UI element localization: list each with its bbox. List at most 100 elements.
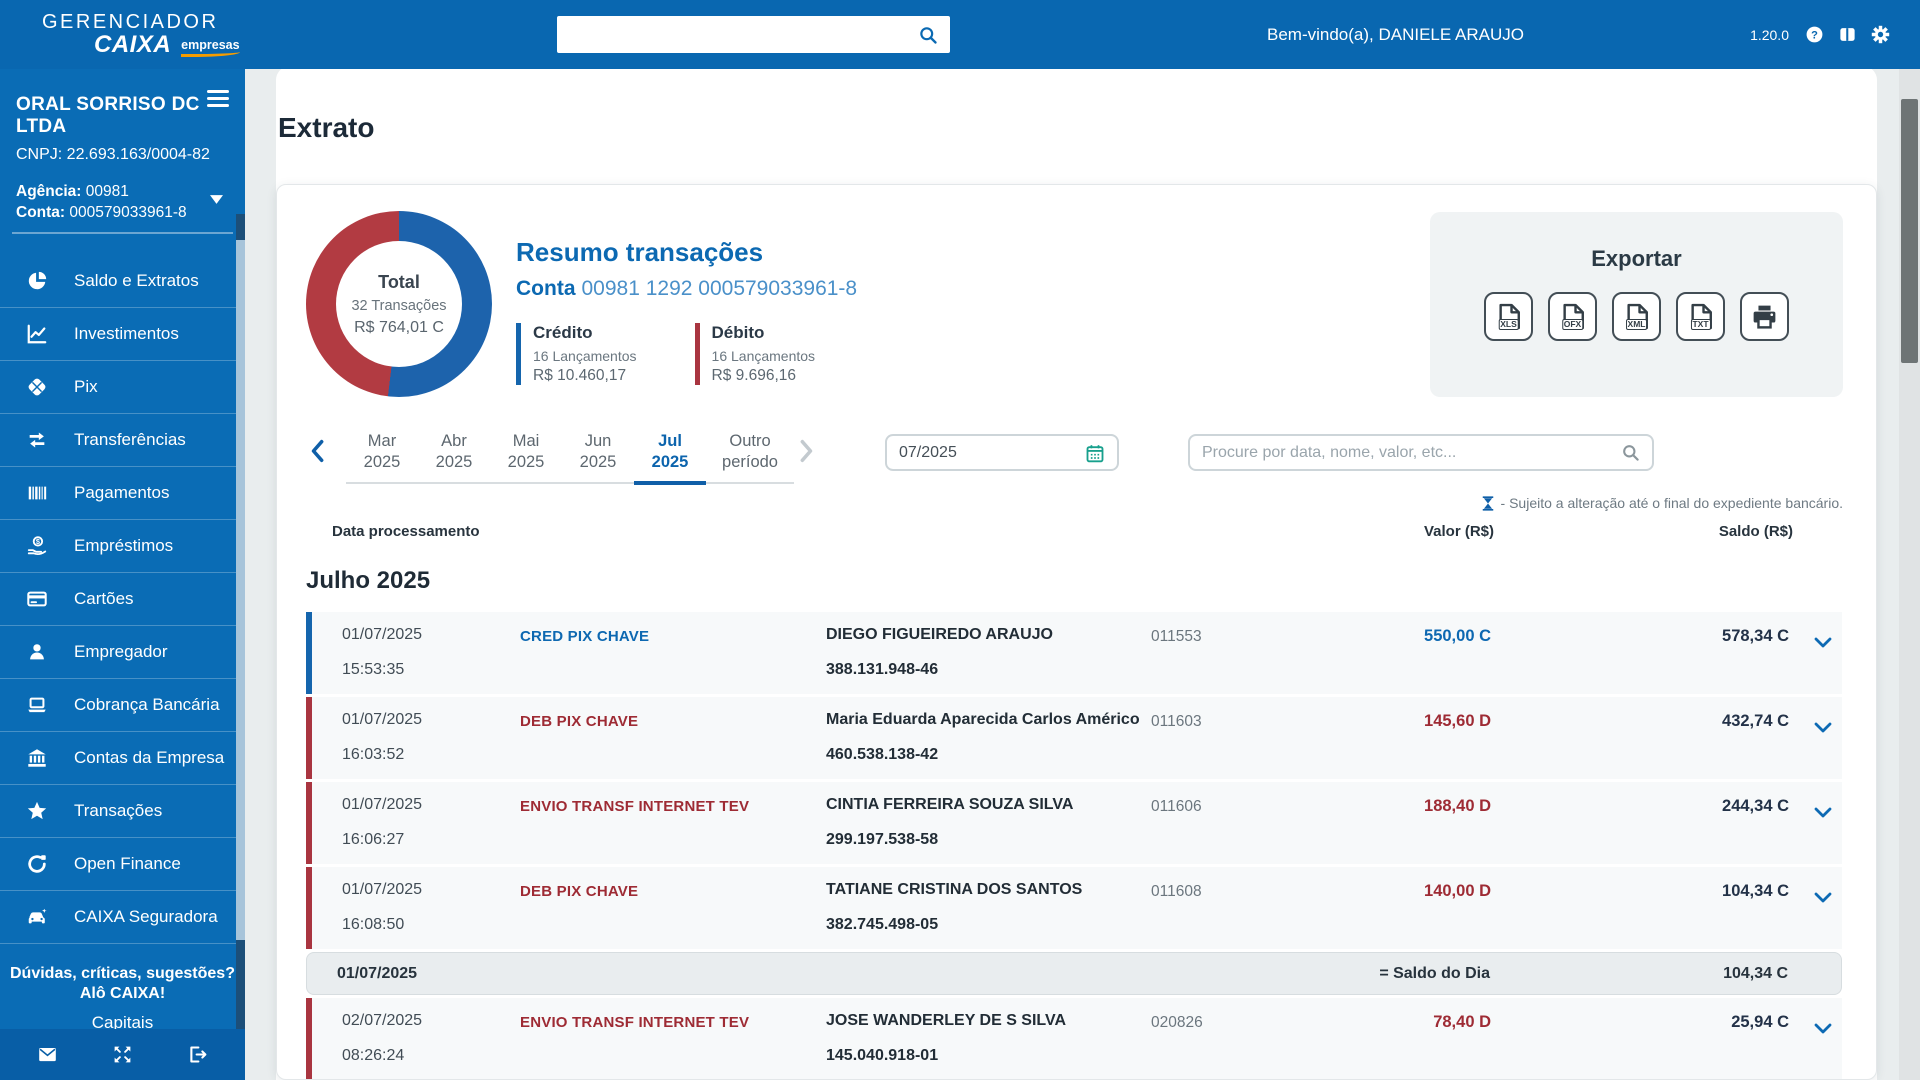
- sidebar-item-pagamentos[interactable]: Pagamentos: [0, 466, 245, 519]
- sidebar-item-pix[interactable]: Pix: [0, 360, 245, 413]
- transaction-row[interactable]: 01/07/2025 16:06:27 ENVIO TRANSF INTERNE…: [306, 782, 1842, 864]
- transaction-code: 020826: [1151, 1014, 1203, 1031]
- export-title: Exportar: [1591, 246, 1682, 271]
- export-xls-button[interactable]: XLS: [1484, 292, 1533, 341]
- laptop-icon: [26, 694, 48, 716]
- extrato-card: Total 32 Transações R$ 764,01 C Resumo t…: [276, 184, 1877, 1080]
- chevron-down-icon[interactable]: [1814, 892, 1832, 904]
- page-scrollbar-thumb[interactable]: [1901, 99, 1918, 363]
- sidebar-item-cartoes[interactable]: Cartões: [0, 572, 245, 625]
- bank-icon: [26, 747, 48, 769]
- sidebar-scrollbar[interactable]: [236, 214, 245, 1029]
- search-icon[interactable]: [918, 25, 938, 45]
- export-txt-button[interactable]: TXT: [1676, 292, 1725, 341]
- chevron-down-icon[interactable]: [1814, 722, 1832, 734]
- transaction-code: 011603: [1151, 713, 1202, 730]
- open-finance-icon: [26, 853, 48, 875]
- previous-months-button[interactable]: [310, 439, 324, 466]
- tab-jun-2025[interactable]: Jun 2025: [562, 431, 634, 485]
- layout-button[interactable]: [1838, 25, 1857, 44]
- conta-value: 000579033961-8: [69, 204, 187, 221]
- sidebar-item-emprestimos[interactable]: Empréstimos: [0, 519, 245, 572]
- chevron-down-icon[interactable]: [1814, 637, 1832, 649]
- tab-year: 2025: [507, 453, 545, 471]
- logout-button[interactable]: [187, 1044, 208, 1065]
- transaction-document: 145.040.918-01: [826, 1047, 939, 1064]
- sidebar-item-transferencias[interactable]: Transferências: [0, 413, 245, 466]
- transaction-date: 01/07/2025: [342, 711, 423, 728]
- tab-year: 2025: [435, 453, 473, 471]
- account-selector[interactable]: Agência: 00981 Conta: 000579033961-8: [16, 181, 229, 223]
- sidebar-footer: [0, 1029, 245, 1080]
- sidebar-item-cobranca-bancaria[interactable]: Cobrança Bancária: [0, 678, 245, 731]
- tab-outro-periodo[interactable]: Outro período: [706, 431, 794, 485]
- chevron-right-icon: [800, 439, 814, 463]
- pix-icon: [26, 376, 48, 398]
- sidebar-item-label: Saldo e Extratos: [74, 270, 199, 290]
- export-ofx-button[interactable]: OFX: [1548, 292, 1597, 341]
- messages-button[interactable]: [37, 1044, 58, 1065]
- transaction-row[interactable]: 01/07/2025 16:08:50 DEB PIX CHAVE TATIAN…: [306, 867, 1842, 949]
- sidebar-item-investimentos[interactable]: Investimentos: [0, 307, 245, 360]
- transaction-code: 011553: [1151, 628, 1202, 645]
- period-date-picker[interactable]: 07/2025: [885, 434, 1119, 471]
- capitais-link[interactable]: Capitais: [91, 1013, 154, 1032]
- tab-mai-2025[interactable]: Mai 2025: [490, 431, 562, 485]
- transactions-search: [1188, 434, 1654, 471]
- help-button[interactable]: [1805, 25, 1824, 44]
- sidebar-item-saldo-e-extratos[interactable]: Saldo e Extratos: [0, 254, 245, 307]
- transaction-row[interactable]: 01/07/2025 15:53:35 CRED PIX CHAVE DIEGO…: [306, 612, 1842, 694]
- tab-year: período: [722, 453, 778, 471]
- print-button[interactable]: [1740, 292, 1789, 341]
- transaction-balance: 25,94 C: [1731, 1013, 1789, 1031]
- help-icon: [1805, 25, 1824, 44]
- credito-summary: Crédito 16 Lançamentos R$ 10.460,17: [516, 323, 637, 385]
- sidebar-item-empregador[interactable]: Empregador: [0, 625, 245, 678]
- summary-title: Resumo transações: [516, 237, 764, 267]
- tab-month: Outro: [729, 432, 771, 450]
- summary-conta-label: Conta: [516, 277, 576, 300]
- tab-abr-2025[interactable]: Abr 2025: [418, 431, 490, 485]
- company-name: ORAL SORRISO DC LTDA: [16, 94, 200, 137]
- sidebar-item-open-finance[interactable]: Open Finance: [0, 837, 245, 890]
- calendar-icon[interactable]: [1085, 443, 1105, 463]
- page-scrollbar[interactable]: [1899, 69, 1920, 1080]
- sidebar-scrollbar-thumb[interactable]: [236, 240, 245, 940]
- sidebar-item-label: CAIXA Seguradora: [74, 907, 218, 926]
- welcome-message: Bem-vindo(a), DANIELE ARAUJO: [1267, 25, 1524, 44]
- month-tabs: Mar 2025 Abr 2025 Mai 2025 Jun 2025 Jul 2025 …: [346, 431, 794, 485]
- tab-month: Jun: [584, 432, 612, 450]
- credito-count: 16 Lançamentos: [533, 348, 637, 364]
- printer-icon: [1750, 302, 1779, 331]
- debito-summary: Débito 16 Lançamentos R$ 9.696,16: [694, 323, 815, 385]
- top-header: GERENCIADOR CAIXA empresas Bem-vindo(a),…: [0, 0, 1920, 69]
- tab-mar-2025[interactable]: Mar 2025: [346, 431, 418, 485]
- transaction-type: CRED PIX CHAVE: [520, 628, 650, 645]
- transaction-balance: 104,34 C: [1722, 882, 1789, 900]
- transactions-search-input[interactable]: [1202, 443, 1621, 462]
- sidebar-item-contas-da-empresa[interactable]: Contas da Empresa: [0, 731, 245, 784]
- transaction-time: 08:26:24: [342, 1047, 405, 1064]
- sidebar-item-caixa-seguradora[interactable]: CAIXA Seguradora: [0, 890, 245, 943]
- global-search-input[interactable]: [561, 26, 918, 43]
- chevron-down-icon[interactable]: [1814, 1023, 1832, 1035]
- next-months-button[interactable]: [800, 439, 814, 466]
- transaction-date: 02/07/2025: [342, 1012, 423, 1029]
- sidebar-item-transacoes[interactable]: Transações: [0, 784, 245, 837]
- settings-button[interactable]: [1871, 25, 1890, 44]
- alo-caixa-block[interactable]: Dúvidas, críticas, sugestões? Alô CAIXA!…: [0, 943, 245, 1033]
- search-icon[interactable]: [1621, 443, 1640, 462]
- expand-button[interactable]: [112, 1044, 133, 1065]
- chevron-down-icon[interactable]: [1814, 807, 1832, 819]
- sidebar-item-label: Cobrança Bancária: [74, 695, 220, 714]
- menu-icon[interactable]: [207, 86, 229, 111]
- agencia-label: Agência:: [16, 183, 82, 200]
- export-xml-button[interactable]: XML: [1612, 292, 1661, 341]
- transaction-row[interactable]: 02/07/2025 08:26:24 ENVIO TRANSF INTERNE…: [306, 998, 1842, 1079]
- transaction-row[interactable]: 01/07/2025 16:03:52 DEB PIX CHAVE Maria …: [306, 697, 1842, 779]
- tab-jul-2025[interactable]: Jul 2025: [634, 431, 706, 485]
- barcode-icon: [26, 482, 48, 504]
- note-text: - Sujeito a alteração até o final do exp…: [1500, 495, 1843, 511]
- day-balance-label: = Saldo do Dia: [1379, 965, 1490, 982]
- transaction-value: 78,40 D: [1433, 1013, 1491, 1031]
